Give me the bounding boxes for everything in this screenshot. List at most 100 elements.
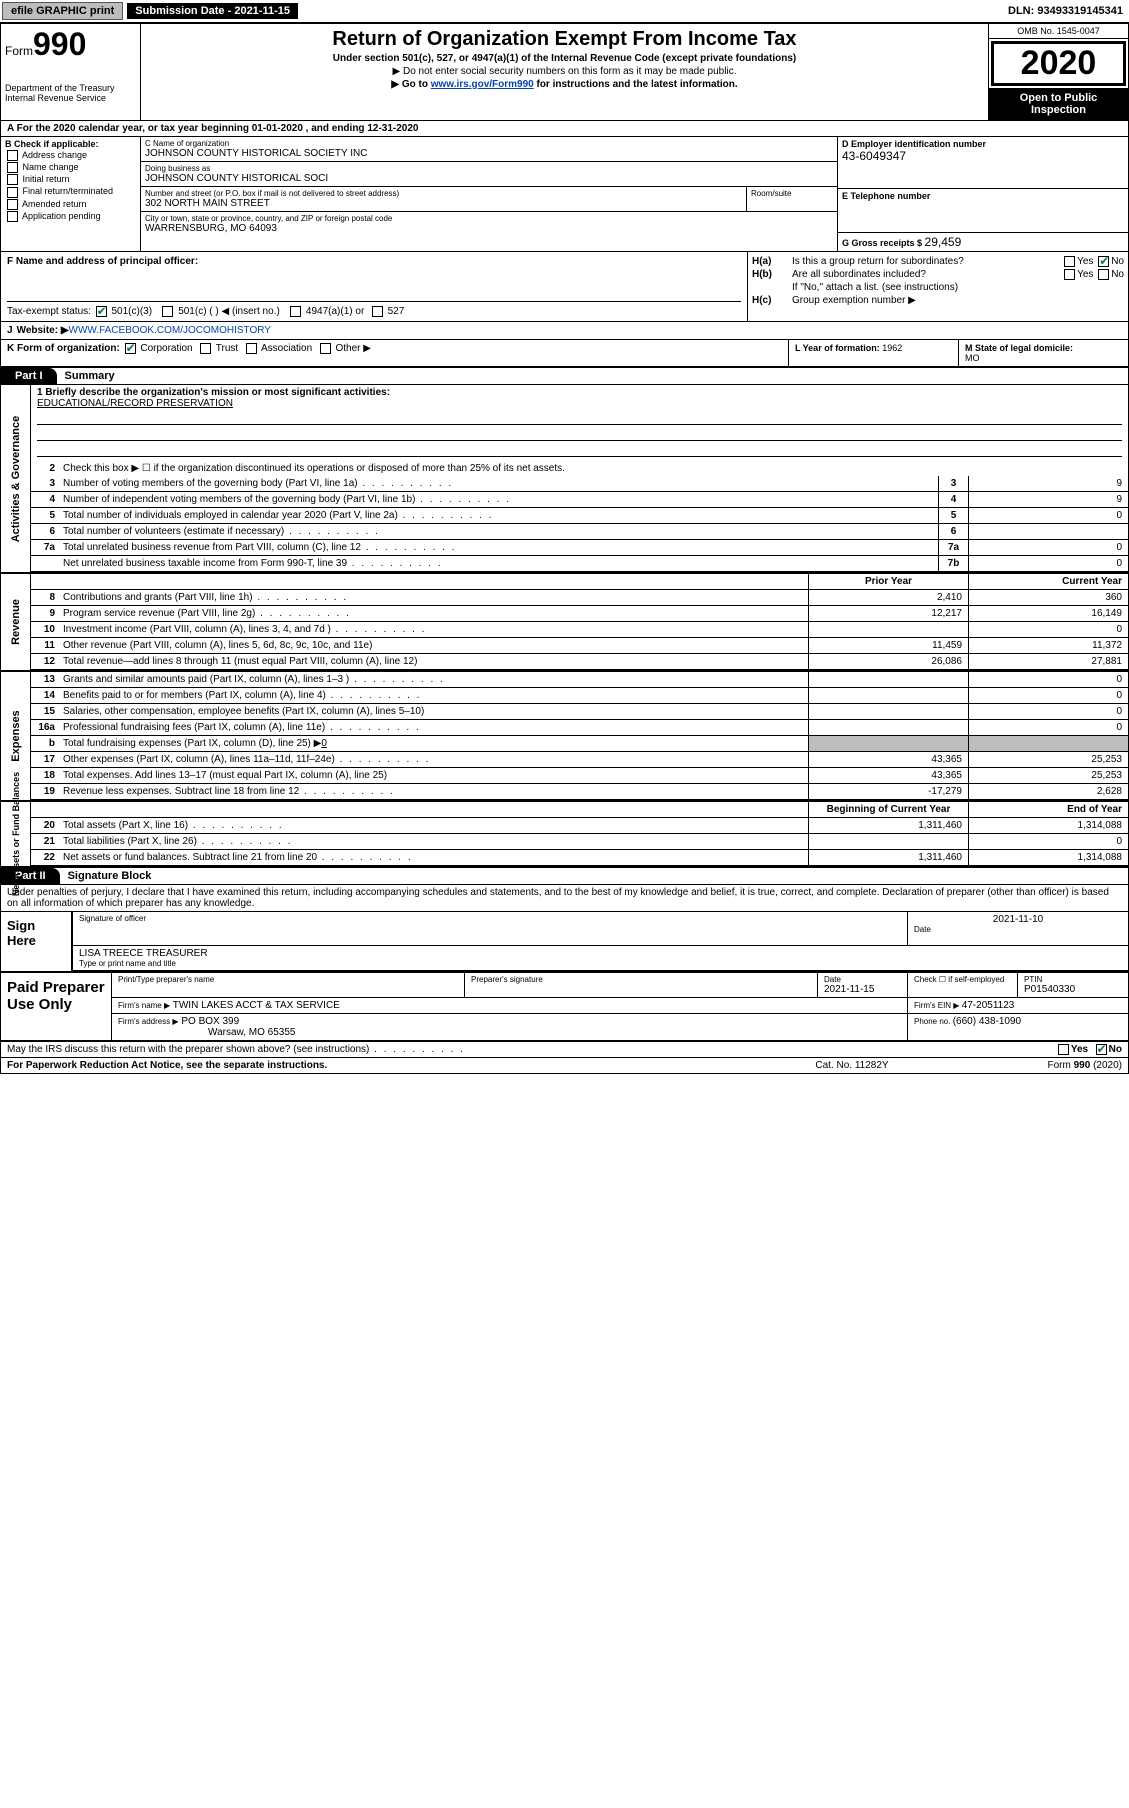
ein-label: D Employer identification number bbox=[842, 139, 1124, 149]
firm-name: TWIN LAKES ACCT & TAX SERVICE bbox=[173, 1000, 340, 1011]
hb-note: If "No," attach a list. (see instruction… bbox=[792, 282, 1124, 293]
paid-preparer-label: Paid Preparer Use Only bbox=[1, 973, 111, 1040]
sign-here-label: Sign Here bbox=[1, 912, 71, 971]
submission-date-badge: Submission Date - 2021-11-15 bbox=[127, 3, 298, 19]
ha-label: H(a) bbox=[752, 256, 792, 267]
sig-name-label: Type or print name and title bbox=[79, 959, 1122, 968]
hdr-eoy: End of Year bbox=[968, 802, 1128, 817]
side-revenue: Revenue bbox=[1, 574, 31, 670]
val-6 bbox=[968, 524, 1128, 539]
line-16b: Total fundraising expenses (Part IX, col… bbox=[59, 736, 808, 751]
chk-address-change[interactable]: Address change bbox=[5, 150, 136, 161]
gross-value: 29,459 bbox=[925, 235, 962, 249]
dba-value: JOHNSON COUNTY HISTORICAL SOCI bbox=[145, 173, 833, 184]
discuss-label: May the IRS discuss this return with the… bbox=[7, 1044, 1056, 1055]
chk-final-return[interactable]: Final return/terminated bbox=[5, 186, 136, 197]
row-j-website: J Website: ▶ WWW.FACEBOOK.COM/JOCOMOHIST… bbox=[1, 322, 1128, 340]
chk-corp[interactable] bbox=[125, 343, 136, 354]
firm-addr1: PO BOX 399 bbox=[181, 1016, 239, 1027]
hb-no[interactable] bbox=[1098, 269, 1109, 280]
chk-app-pending[interactable]: Application pending bbox=[5, 211, 136, 222]
line-18: Total expenses. Add lines 13–17 (must eq… bbox=[59, 768, 808, 783]
tax-year: 2020 bbox=[991, 41, 1126, 86]
line-15: Salaries, other compensation, employee b… bbox=[59, 704, 808, 719]
prep-sig-label: Preparer's signature bbox=[471, 975, 811, 984]
city-label: City or town, state or province, country… bbox=[145, 214, 833, 223]
chk-501c3[interactable] bbox=[96, 306, 107, 317]
addr-value: 302 NORTH MAIN STREET bbox=[145, 198, 742, 209]
side-governance: Activities & Governance bbox=[1, 385, 31, 572]
line-6: Total number of volunteers (estimate if … bbox=[59, 524, 938, 539]
line-17: Other expenses (Part IX, column (A), lin… bbox=[59, 752, 808, 767]
line-9: Program service revenue (Part VIII, line… bbox=[59, 606, 808, 621]
hc-label: H(c) bbox=[752, 295, 792, 306]
ha-text: Is this a group return for subordinates? bbox=[792, 256, 1062, 267]
firm-ein: 47-2051123 bbox=[962, 1000, 1015, 1011]
col-b-checkboxes: B Check if applicable: Address change Na… bbox=[1, 137, 141, 251]
instructions-note: ▶ Go to www.irs.gov/Form990 for instruct… bbox=[147, 79, 982, 90]
chk-amended[interactable]: Amended return bbox=[5, 199, 136, 210]
hb-text: Are all subordinates included? bbox=[792, 269, 1062, 280]
irs-link[interactable]: www.irs.gov/Form990 bbox=[431, 79, 534, 90]
ptin-value: P01540330 bbox=[1024, 984, 1122, 995]
mission-text: EDUCATIONAL/RECORD PRESERVATION bbox=[37, 398, 1122, 409]
line-11: Other revenue (Part VIII, column (A), li… bbox=[59, 638, 808, 653]
line-4: Number of independent voting members of … bbox=[59, 492, 938, 507]
part-i-tab: Part I bbox=[1, 368, 57, 384]
chk-name-change[interactable]: Name change bbox=[5, 162, 136, 173]
footer-catno: Cat. No. 11282Y bbox=[762, 1060, 942, 1071]
chk-4947[interactable] bbox=[290, 306, 301, 317]
line-21: Total liabilities (Part X, line 26) bbox=[59, 834, 808, 849]
dba-label: Doing business as bbox=[145, 164, 833, 173]
mission-label: 1 Briefly describe the organization's mi… bbox=[37, 387, 1122, 398]
chk-assoc[interactable] bbox=[246, 343, 257, 354]
dept-label: Department of the Treasury Internal Reve… bbox=[5, 83, 136, 103]
prep-name-label: Print/Type preparer's name bbox=[118, 975, 458, 984]
ha-yes[interactable] bbox=[1064, 256, 1075, 267]
year-formation-label: L Year of formation: bbox=[795, 343, 882, 353]
line-16a: Professional fundraising fees (Part IX, … bbox=[59, 720, 808, 735]
form-title: Return of Organization Exempt From Incom… bbox=[147, 28, 982, 51]
line-7b: Net unrelated business taxable income fr… bbox=[59, 556, 938, 571]
footer-notice: For Paperwork Reduction Act Notice, see … bbox=[7, 1060, 762, 1071]
side-netassets: Net Assets or Fund Balances bbox=[1, 802, 31, 866]
line-19: Revenue less expenses. Subtract line 18 … bbox=[59, 784, 808, 799]
org-name: JOHNSON COUNTY HISTORICAL SOCIETY INC bbox=[145, 148, 833, 159]
chk-501c[interactable] bbox=[162, 306, 173, 317]
discuss-no[interactable] bbox=[1096, 1044, 1107, 1055]
sig-name: LISA TREECE TREASURER bbox=[79, 948, 1122, 959]
hb-yes[interactable] bbox=[1064, 269, 1075, 280]
state-domicile-value: MO bbox=[965, 353, 980, 363]
state-domicile-label: M State of legal domicile: bbox=[965, 343, 1073, 353]
website-link[interactable]: WWW.FACEBOOK.COM/JOCOMOHISTORY bbox=[69, 325, 271, 336]
val-4: 9 bbox=[968, 492, 1128, 507]
perjury-statement: Under penalties of perjury, I declare th… bbox=[1, 885, 1128, 911]
hdr-current: Current Year bbox=[968, 574, 1128, 589]
efile-button[interactable]: efile GRAPHIC print bbox=[2, 2, 123, 20]
self-emp-label: Check ☐ if self-employed bbox=[914, 975, 1011, 984]
open-inspection-badge: Open to Public Inspection bbox=[989, 88, 1128, 120]
hdr-boy: Beginning of Current Year bbox=[808, 802, 968, 817]
firm-phone: (660) 438-1090 bbox=[953, 1016, 1021, 1027]
hdr-prior: Prior Year bbox=[808, 574, 968, 589]
principal-officer-label: F Name and address of principal officer: bbox=[7, 256, 741, 267]
val-5: 0 bbox=[968, 508, 1128, 523]
line-3: Number of voting members of the governin… bbox=[59, 476, 938, 491]
chk-initial-return[interactable]: Initial return bbox=[5, 174, 136, 185]
line-22: Net assets or fund balances. Subtract li… bbox=[59, 850, 808, 865]
org-name-label: C Name of organization bbox=[145, 139, 833, 148]
line-20: Total assets (Part X, line 16) bbox=[59, 818, 808, 833]
chk-527[interactable] bbox=[372, 306, 383, 317]
chk-other[interactable] bbox=[320, 343, 331, 354]
ssn-note: ▶ Do not enter social security numbers o… bbox=[147, 66, 982, 77]
omb-number: OMB No. 1545-0047 bbox=[989, 24, 1128, 39]
line-5: Total number of individuals employed in … bbox=[59, 508, 938, 523]
ha-no[interactable] bbox=[1098, 256, 1109, 267]
discuss-yes[interactable] bbox=[1058, 1044, 1069, 1055]
year-formation-value: 1962 bbox=[882, 343, 902, 353]
part-ii-tab: Part II bbox=[1, 868, 60, 884]
tel-label: E Telephone number bbox=[842, 191, 1124, 201]
chk-trust[interactable] bbox=[200, 343, 211, 354]
top-bar: efile GRAPHIC print Submission Date - 20… bbox=[0, 0, 1129, 23]
form-subtitle: Under section 501(c), 527, or 4947(a)(1)… bbox=[147, 53, 982, 64]
